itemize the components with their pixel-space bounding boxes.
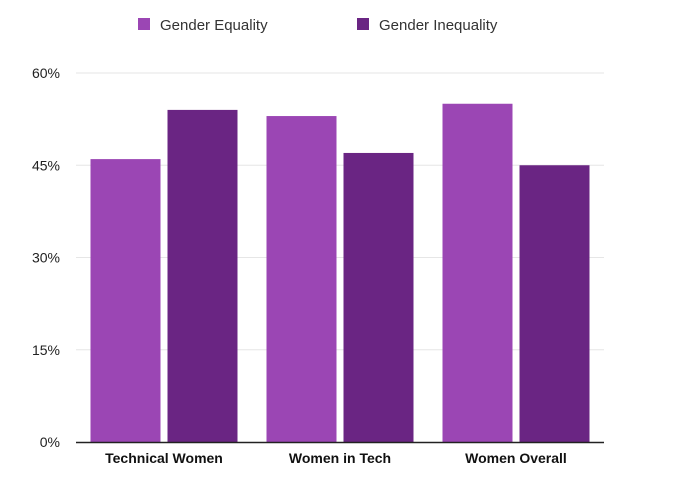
bars <box>90 103 590 443</box>
bar-women-overall-gender-inequality <box>519 165 590 442</box>
bar-women-in-tech-gender-equality <box>266 116 337 443</box>
gridlines <box>76 72 604 351</box>
legend: Gender Equality Gender Inequality <box>138 17 498 34</box>
legend-label-gender-inequality: Gender Inequality <box>379 17 498 34</box>
y-tick-label: 15% <box>32 342 60 358</box>
legend-label-gender-equality: Gender Equality <box>160 17 268 34</box>
x-tick-label-women-overall: Women Overall <box>465 450 567 466</box>
y-tick-label: 45% <box>32 157 60 173</box>
y-axis: 0% 15% 30% 45% 60% <box>32 65 60 450</box>
x-tick-label-women-in-tech: Women in Tech <box>289 450 391 466</box>
legend-swatch-gender-equality <box>138 18 150 30</box>
legend-item-gender-inequality: Gender Inequality <box>357 17 498 34</box>
y-tick-label: 60% <box>32 65 60 81</box>
x-axis: Technical Women Women in Tech Women Overal… <box>76 441 604 466</box>
y-tick-label: 30% <box>32 250 60 266</box>
bar-women-overall-gender-equality <box>442 103 513 442</box>
x-tick-label-technical-women: Technical Women <box>105 450 223 466</box>
legend-swatch-gender-inequality <box>357 18 369 30</box>
legend-item-gender-equality: Gender Equality <box>138 17 268 34</box>
bar-technical-women-gender-equality <box>90 159 161 442</box>
bar-technical-women-gender-inequality <box>167 109 238 443</box>
bar-women-in-tech-gender-inequality <box>343 152 414 442</box>
y-tick-label: 0% <box>40 434 60 450</box>
